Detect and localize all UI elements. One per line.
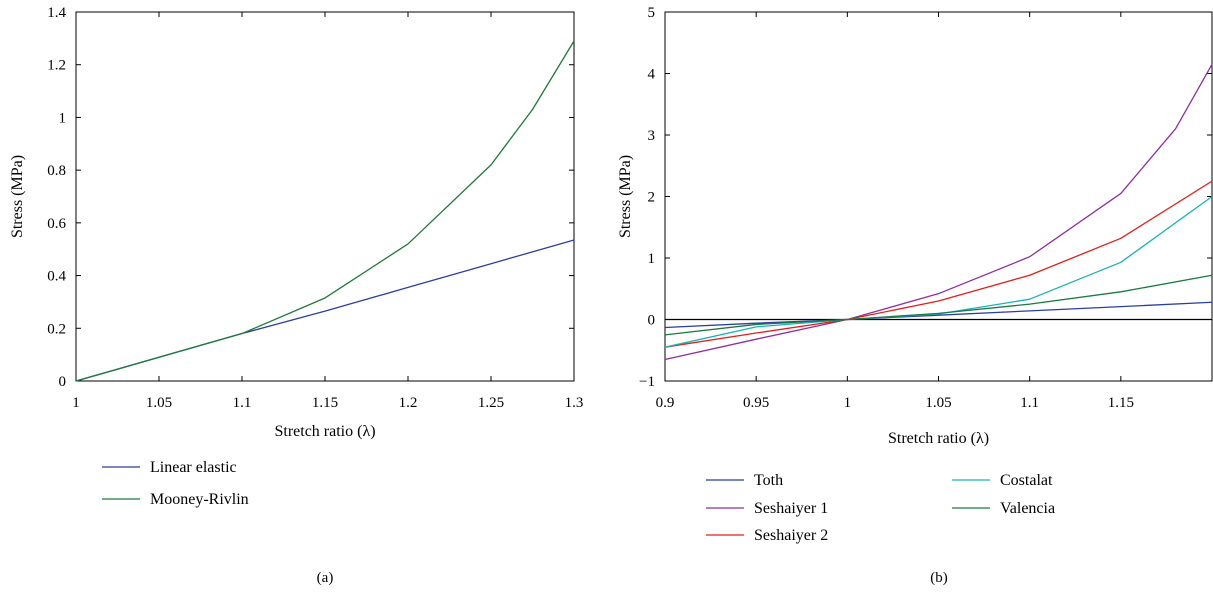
series-line-seshaiyer-1 xyxy=(664,63,1213,361)
x-tick-label: 1.1 xyxy=(1020,395,1039,411)
series-line-valencia xyxy=(664,274,1213,336)
y-tick-label: 1.4 xyxy=(47,5,66,21)
legend-label: Seshaiyer 2 xyxy=(754,527,828,544)
y-tick-label: 1 xyxy=(59,110,67,126)
plot-frame xyxy=(75,11,575,382)
x-tick-label: 1 xyxy=(844,395,852,411)
legend-label: Valencia xyxy=(1000,500,1055,517)
y-tick-label: 0 xyxy=(648,313,656,329)
chart-panel-b: 0.9 0.95 1 1.05 1.1 1.15 −1 0 1 2 3 4 5 Stretch ratio… xyxy=(617,5,1213,586)
series-line-seshaiyer-2 xyxy=(664,180,1213,348)
y-axis-label: Stress (MPa) xyxy=(617,155,634,238)
chart-panel-a: 1 1.05 1.1 1.15 1.2 1.25 1.3 0 0.2 0.4 0.6 0.8 1 1.2 1… xyxy=(9,5,583,586)
x-axis-label: Stretch ratio (λ) xyxy=(888,430,989,447)
panel-label: (b) xyxy=(930,570,948,586)
y-tick-label: 3 xyxy=(648,128,656,144)
legend: Toth Seshaiyer 1 Seshaiyer 2 Costalat Valenc… xyxy=(706,472,1055,544)
y-tick-label: 1.2 xyxy=(47,58,66,74)
panel-label: (a) xyxy=(317,570,334,586)
y-tick-label: 2 xyxy=(648,190,656,206)
x-axis-label: Stretch ratio (λ) xyxy=(274,423,375,440)
series-line-mooney-rivlin xyxy=(75,40,575,382)
x-tick-label: 1.2 xyxy=(399,395,418,411)
x-tick-label: 1.3 xyxy=(565,395,584,411)
x-tick-label: 0.9 xyxy=(656,395,675,411)
x-tick-label: 1 xyxy=(72,395,80,411)
x-tick-label: 1.15 xyxy=(1108,395,1134,411)
x-tick-label: 1.25 xyxy=(478,395,504,411)
legend-label: Toth xyxy=(754,472,783,489)
y-tick-label: 0.4 xyxy=(47,269,66,285)
legend: Linear elastic Mooney-Rivlin xyxy=(102,459,249,508)
series-line-costalat xyxy=(664,195,1213,348)
y-tick-label: 5 xyxy=(648,5,656,21)
x-tick-label: 1.1 xyxy=(233,395,252,411)
x-tick-label: 0.95 xyxy=(743,395,769,411)
series-line-toth xyxy=(664,301,1213,329)
legend-label: Costalat xyxy=(1000,472,1053,489)
legend-label: Linear elastic xyxy=(150,459,237,476)
x-tick-label: 1.05 xyxy=(146,395,172,411)
y-tick-label: 0.2 xyxy=(47,321,66,337)
y-tick-label: −1 xyxy=(639,374,655,390)
legend-label: Seshaiyer 1 xyxy=(754,500,828,517)
legend-label: Mooney-Rivlin xyxy=(150,491,249,508)
y-axis-label: Stress (MPa) xyxy=(9,155,26,238)
x-tick-label: 1.05 xyxy=(925,395,951,411)
y-tick-label: 0 xyxy=(59,374,67,390)
x-tick-label: 1.15 xyxy=(312,395,338,411)
y-tick-label: 0.6 xyxy=(47,216,66,232)
y-tick-label: 0.8 xyxy=(47,163,66,179)
y-tick-label: 4 xyxy=(648,67,656,83)
y-tick-label: 1 xyxy=(648,251,656,267)
